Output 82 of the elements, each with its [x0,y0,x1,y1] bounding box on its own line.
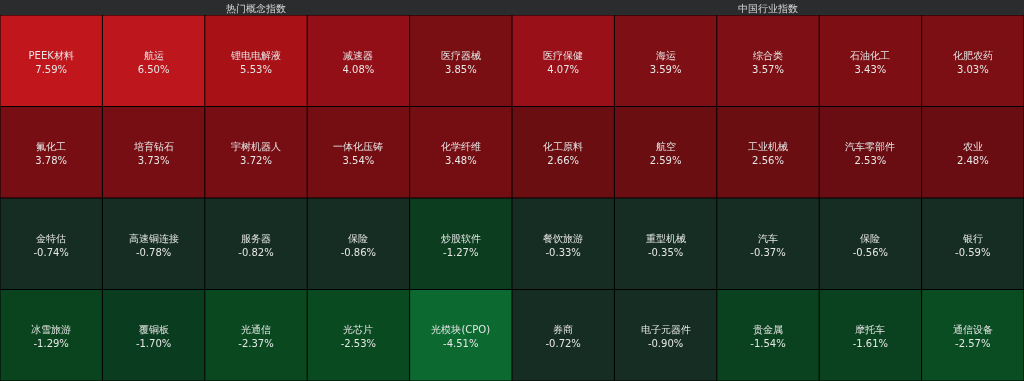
category-label: 航空 [655,141,676,153]
data-label: -0.86% [340,246,377,258]
category-label: 培育钻石 [132,141,174,153]
data-label: 6.50% [137,63,170,75]
category-label: 保险 [860,232,881,244]
category-label: 化学纤维 [440,141,481,153]
category-label: 炒股软件 [440,232,481,244]
category-label: 减速器 [343,49,374,61]
category-label: 医疗保健 [543,49,584,61]
data-label: 3.43% [854,63,887,75]
category-label: 电子元器件 [640,324,691,336]
category-label: 重型机械 [645,232,686,244]
text: 热门概念指数 [226,2,286,14]
category-label: 锂电电解液 [230,49,281,61]
data-label: 4.08% [342,63,375,75]
data-label: -0.72% [545,338,581,350]
data-label: -0.35% [647,246,684,258]
category-label: 汽车零部件 [845,141,896,153]
data-label: -2.57% [955,338,991,350]
category-label: 餐饮旅游 [543,232,584,244]
data-label: -2.53% [340,338,377,350]
category-label: 光通信 [241,324,271,336]
category-label: 券商 [553,324,574,336]
category-label: 银行 [961,232,983,244]
category-label: 航运 [143,49,164,61]
data-label: 3.85% [444,63,477,75]
category-label: 综合类 [753,49,783,61]
data-label: -0.37% [750,246,786,258]
data-label: -2.37% [238,338,274,350]
data-label: -4.51% [443,338,479,350]
category-label: PEEK材料 [28,49,74,61]
data-label: -0.56% [852,246,889,258]
data-label: -1.54% [750,338,786,350]
data-label: 3.73% [137,155,170,167]
data-label: 5.53% [240,63,272,75]
data-label: 3.78% [35,155,68,167]
text: 中国行业指数 [738,2,798,14]
data-label: 3.48% [444,155,477,167]
category-label: 石油化工 [850,49,891,61]
data-label: 2.53% [854,155,887,167]
data-label: 3.72% [240,155,272,167]
data-label: 3.54% [342,155,375,167]
data-label: 2.66% [547,155,580,167]
data-label: -1.27% [443,246,479,258]
data-label: -0.82% [238,246,274,258]
data-label: -0.90% [647,338,684,350]
data-label: -0.78% [135,246,172,258]
data-label: 2.56% [752,155,784,167]
category-label: 摩托车 [855,324,886,336]
data-label: 4.07% [547,63,580,75]
category-label: 一体化压铸 [333,141,384,153]
category-label: 化工原料 [543,141,584,153]
data-label: 3.57% [752,63,784,75]
category-label: 通信设备 [952,324,993,336]
category-label: 冰雪旅游 [31,324,72,336]
data-label: 7.59% [35,63,68,75]
data-label: -0.33% [545,246,581,258]
data-label: 3.03% [956,63,989,75]
data-label: -1.29% [33,338,69,350]
category-label: 服务器 [241,232,271,244]
category-label: 光芯片 [343,324,374,336]
category-label: 保险 [348,232,369,244]
category-label: 汽车 [758,232,778,244]
category-label: 高速铜连接 [128,232,179,244]
category-label: 宇树机器人 [231,141,281,153]
data-label: -1.61% [852,338,889,350]
category-label: 海运 [655,49,676,61]
category-label: 光模块(CPO) [431,324,491,336]
category-label: 金特估 [36,232,67,244]
data-label: 2.48% [956,155,989,167]
data-label: 2.59% [649,155,682,167]
category-label: 化肥农药 [952,49,993,61]
category-label: 氟化工 [36,141,67,153]
category-label: 医疗器械 [440,49,481,61]
data-label: -0.74% [33,246,69,258]
category-label: 工业机械 [748,141,788,153]
category-label: 贵金属 [753,324,783,336]
category-label: 农业 [962,141,983,153]
category-label: 覆铜板 [138,324,169,336]
data-label: -1.70% [135,338,172,350]
data-label: -0.59% [955,246,991,258]
data-label: 3.59% [649,63,682,75]
